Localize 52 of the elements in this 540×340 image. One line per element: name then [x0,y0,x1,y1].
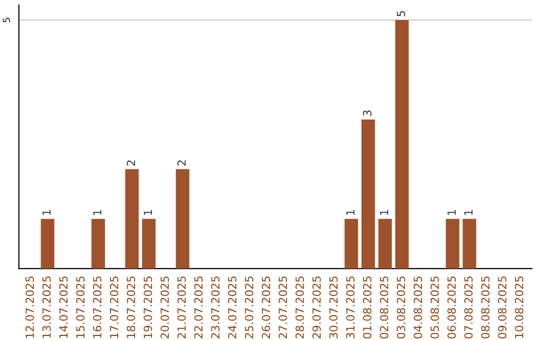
bar [462,218,476,269]
x-tick-label: 15.07.2025 [76,276,85,338]
x-tick-label: 17.07.2025 [110,276,118,338]
x-tick-label: 13.07.2025 [42,276,51,338]
x-tick-label: 08.08.2025 [481,276,490,338]
x-tick-label: 05.08.2025 [430,276,439,338]
x-tick-label: 12.07.2025 [26,276,34,338]
x-tick-label: 18.07.2025 [126,276,136,338]
x-tick-label: 27.07.2025 [278,276,288,338]
x-tick-label: 10.08.2025 [514,276,524,338]
bar [40,218,54,269]
x-tick-label: 25.07.2025 [244,276,254,338]
data-label: 2 [177,160,186,166]
bar [91,218,105,269]
x-tick-label: 30.07.2025 [329,276,338,338]
x-tick-label: 16.07.2025 [93,276,102,338]
bar [344,218,358,269]
x-tick-label: 14.07.2025 [59,276,68,338]
x-tick-label: 02.08.2025 [380,276,388,338]
x-tick-label: 01.08.2025 [363,276,372,338]
data-label: 1 [380,210,388,215]
data-label: 3 [363,110,372,116]
bar [125,169,139,269]
data-label: 1 [346,210,354,215]
data-label: 5 [396,11,406,16]
x-tick-label: 20.07.2025 [160,276,169,338]
x-tick-label: 21.07.2025 [177,276,186,338]
bar [446,218,460,269]
data-label: 2 [126,160,136,166]
bar [395,20,409,269]
x-tick-label: 26.07.2025 [262,276,270,338]
data-label: 1 [144,210,152,215]
data-label: 1 [93,210,102,215]
data-label: 1 [448,210,456,215]
x-tick-label: 22.07.2025 [194,276,203,338]
data-label: 1 [464,210,473,215]
data-label: 1 [42,210,51,215]
x-tick-label: 06.08.2025 [447,276,456,338]
x-tick-label: 03.08.2025 [396,276,406,338]
bar [176,169,190,269]
bar [361,119,375,269]
x-tick-label: 04.08.2025 [414,276,422,338]
x-tick-label: 31.07.2025 [346,276,355,338]
bar [142,218,156,269]
x-tick-label: 29.07.2025 [312,276,321,338]
x-tick-label: 24.07.2025 [228,276,236,338]
x-tick-label: 28.07.2025 [296,276,304,338]
x-tick-label: 19.07.2025 [144,276,152,338]
x-tick-label: 07.08.2025 [464,276,473,338]
x-tick-label: 09.08.2025 [498,276,506,338]
x-tick-label: 23.07.2025 [211,276,220,338]
bar [378,218,392,269]
